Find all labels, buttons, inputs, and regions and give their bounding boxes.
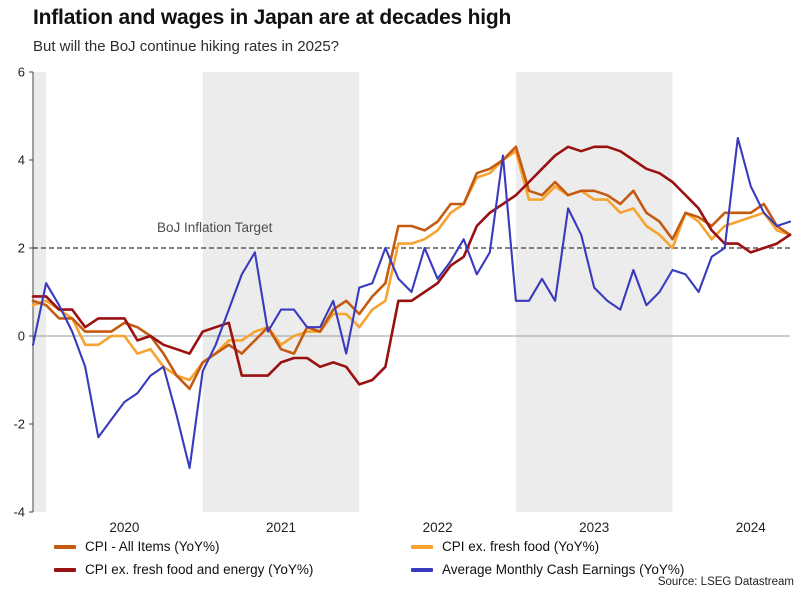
y-tick-label: 6: [18, 65, 25, 80]
chart-legend: CPI - All Items (YoY%) CPI ex. fresh foo…: [54, 539, 684, 577]
legend-swatch: [411, 567, 433, 572]
legend-swatch: [54, 544, 76, 549]
x-tick-label: 2020: [109, 520, 139, 535]
legend-item-cash-earnings: Average Monthly Cash Earnings (YoY%): [411, 562, 684, 577]
legend-label: CPI ex. fresh food and energy (YoY%): [85, 562, 314, 577]
y-tick-label: 2: [18, 241, 25, 256]
page-title: Inflation and wages in Japan are at deca…: [33, 6, 512, 29]
legend-item-cpi-all-items: CPI - All Items (YoY%): [54, 539, 411, 554]
source-credit: Source: LSEG Datastream: [657, 576, 794, 588]
series-line-cpi-ex-fresh-food: [31, 149, 792, 382]
shaded-year-band: [515, 72, 673, 512]
legend-swatch: [411, 544, 433, 549]
series-line-cpi-ex-fresh-food-energy: [31, 145, 792, 386]
shaded-year-band: [202, 72, 360, 512]
boj-target-label: BoJ Inflation Target: [157, 220, 273, 235]
y-tick-label: 0: [18, 329, 25, 344]
x-tick-label: 2022: [423, 520, 453, 535]
legend-item-cpi-ex-fresh-food-energy: CPI ex. fresh food and energy (YoY%): [54, 562, 411, 577]
y-tick-label: -4: [13, 505, 25, 520]
x-tick-label: 2024: [736, 520, 767, 535]
legend-label: Average Monthly Cash Earnings (YoY%): [442, 562, 685, 577]
series-line-cash-earnings: [31, 136, 792, 470]
legend-label: CPI ex. fresh food (YoY%): [442, 539, 600, 554]
x-tick-label: 2023: [579, 520, 609, 535]
legend-swatch: [54, 567, 76, 572]
legend-label: CPI - All Items (YoY%): [85, 539, 220, 554]
y-tick-label: -2: [13, 417, 25, 432]
series-line-cpi-all-items: [31, 145, 792, 391]
shaded-year-band: [33, 72, 47, 512]
legend-item-cpi-ex-fresh-food: CPI ex. fresh food (YoY%): [411, 539, 684, 554]
y-tick-label: 4: [18, 153, 25, 168]
x-tick-label: 2021: [266, 520, 296, 535]
page-subtitle: But will the BoJ continue hiking rates i…: [33, 38, 340, 55]
